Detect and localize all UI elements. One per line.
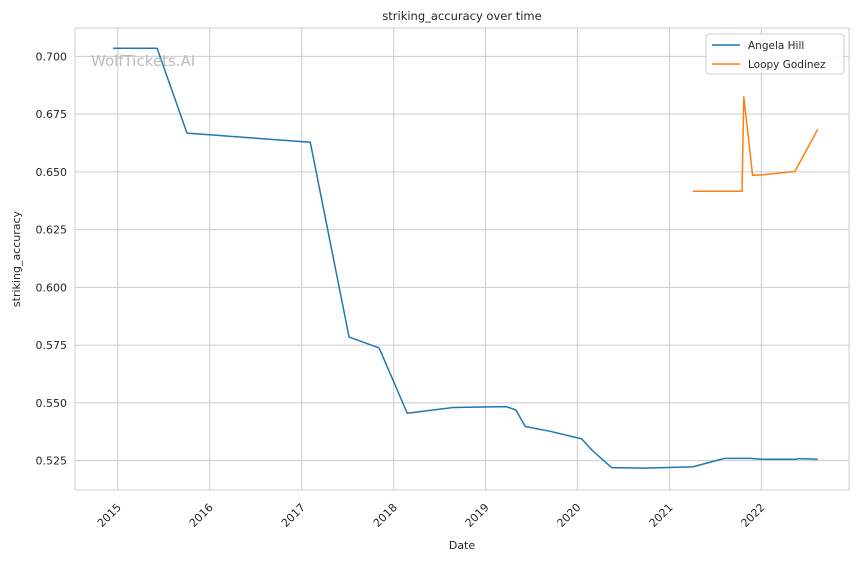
series-line-loopy-godinez: [692, 96, 819, 193]
x-axis-ticks: 2015 2016 2017 2018 2019 2020 2021 2022: [95, 501, 768, 530]
plot-area-frame: [74, 27, 850, 491]
series-lines: [113, 47, 819, 469]
x-tick-label: 2016: [187, 501, 216, 530]
x-axis-label: Date: [449, 539, 476, 552]
y-tick-label: 0.650: [36, 166, 68, 179]
legend-box: [705, 33, 845, 75]
y-tick-label: 0.575: [36, 339, 68, 352]
series-line-angela-hill: [113, 47, 818, 469]
y-axis-label: striking_accuracy: [10, 210, 23, 307]
x-tick-label: 2015: [95, 501, 124, 530]
grid-lines: [75, 28, 849, 490]
y-tick-label: 0.600: [36, 281, 68, 294]
x-tick-label: 2019: [463, 501, 492, 530]
x-tick-label: 2020: [555, 501, 584, 530]
x-tick-label: 2018: [371, 501, 400, 530]
y-tick-label: 0.550: [36, 397, 68, 410]
y-tick-label: 0.525: [36, 455, 68, 468]
x-tick-label: 2021: [647, 501, 676, 530]
y-tick-label: 0.625: [36, 224, 68, 237]
chart-title: striking_accuracy over time: [382, 9, 541, 23]
watermark: WolfTickets.AI: [91, 52, 195, 70]
x-tick-label: 2017: [279, 501, 308, 530]
x-tick-label: 2022: [739, 501, 768, 530]
y-axis-ticks: 0.525 0.550 0.575 0.600 0.625 0.650 0.675 0.700: [36, 50, 68, 467]
legend-label: Angela Hill: [748, 40, 804, 52]
legend-label: Loopy Godinez: [748, 59, 826, 71]
y-tick-label: 0.700: [36, 50, 68, 63]
legend: Angela Hill Loopy Godinez: [705, 33, 845, 75]
y-tick-label: 0.675: [36, 108, 68, 121]
